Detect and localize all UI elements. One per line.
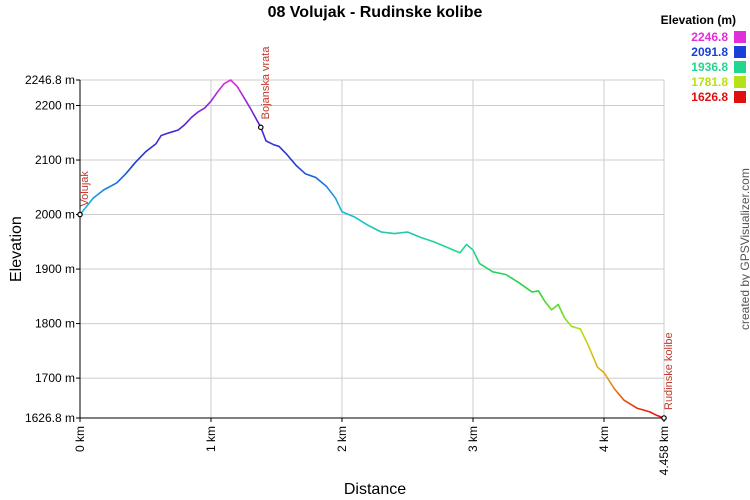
legend-swatch (734, 76, 746, 88)
legend-item: 1936.8 (691, 60, 746, 74)
legend-item: 2091.8 (691, 45, 746, 59)
y-tick-label: 2100 m (35, 153, 75, 167)
x-tick-label: 3 km (466, 426, 480, 452)
x-tick-label: 1 km (204, 426, 218, 452)
grid (79, 79, 665, 419)
waypoint-label: Bojanska vrata (260, 46, 272, 120)
legend-label: 1936.8 (691, 60, 728, 74)
x-tick-label: 4 km (597, 426, 611, 452)
waypoint-label: Volujak (79, 171, 91, 207)
x-tick-label: 2 km (335, 426, 349, 452)
y-tick-label: 1800 m (35, 317, 75, 331)
annotations: Volujak Bojanska vrata Rudinske kolibe (77, 46, 675, 421)
legend-swatch (734, 31, 746, 43)
y-tick-label: 2246.8 m (25, 73, 75, 87)
legend-item: 2246.8 (691, 30, 746, 44)
waypoint-label: Rudinske kolibe (663, 332, 675, 410)
legend-item: 1626.8 (691, 90, 746, 104)
y-tick-label: 1700 m (35, 371, 75, 385)
legend-label: 2246.8 (691, 30, 728, 44)
legend-swatch (734, 91, 746, 103)
y-tick-label: 1900 m (35, 262, 75, 276)
legend-label: 1781.8 (691, 75, 728, 89)
legend-swatch (734, 61, 746, 73)
legend-label: 2091.8 (691, 45, 728, 59)
waypoint-marker (77, 211, 83, 218)
y-tick-label: 1626.8 m (25, 411, 75, 425)
legend-item: 1781.8 (691, 75, 746, 89)
legend-label: 1626.8 (691, 90, 728, 104)
line-layer (79, 79, 665, 419)
legend-title: Elevation (m) (660, 13, 736, 27)
x-tick-label: 0 km (73, 426, 87, 452)
y-tick-label: 2000 m (35, 208, 75, 222)
y-tick-label: 2200 m (35, 99, 75, 113)
elevation-line (79, 79, 665, 419)
waypoint-marker (257, 124, 264, 131)
legend-swatch (734, 46, 746, 58)
axes: 1626.8 m 1700 m 1800 m 1900 m 2000 m 2100 m 22… (25, 73, 671, 475)
waypoint-marker (661, 415, 667, 421)
x-tick-label: 4.458 km (657, 426, 671, 475)
x-axis-title: Distance (343, 481, 407, 498)
chart-title: 08 Volujak - Rudinske kolibe (267, 4, 483, 21)
